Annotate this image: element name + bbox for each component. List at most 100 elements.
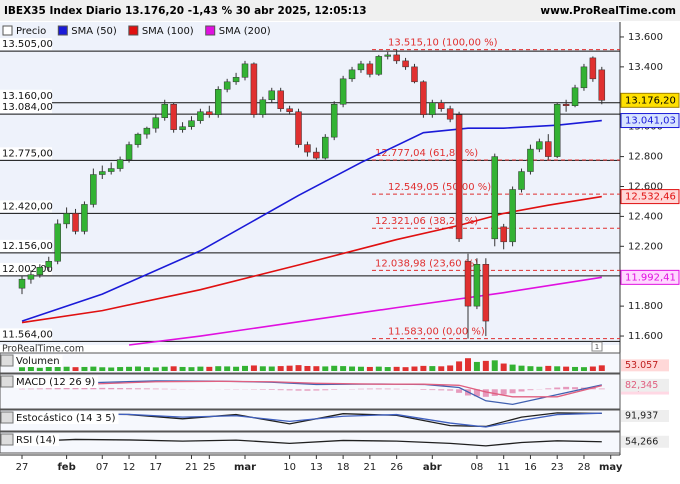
macd-bar bbox=[37, 388, 43, 389]
y-tick-label: 13.400 bbox=[628, 62, 663, 73]
volume-bar bbox=[81, 367, 87, 371]
x-tick-label: 07 bbox=[96, 462, 109, 473]
x-tick-label: abr bbox=[423, 462, 442, 473]
candle-body bbox=[46, 261, 52, 267]
macd-bar bbox=[153, 389, 159, 390]
x-tick-label: 21 bbox=[185, 462, 198, 473]
candle-body bbox=[19, 279, 25, 288]
level-label: 13.084,00 bbox=[2, 102, 53, 113]
volume-bar bbox=[19, 367, 25, 371]
macd-bar bbox=[438, 389, 444, 390]
candle-body bbox=[340, 79, 346, 104]
candle-body bbox=[581, 67, 587, 88]
volume-bar bbox=[278, 366, 284, 371]
candle-body bbox=[385, 55, 391, 56]
level-label: 13.160,00 bbox=[2, 91, 53, 102]
x-tick-label: 28 bbox=[578, 462, 591, 473]
macd-bar bbox=[162, 389, 168, 390]
candle-body bbox=[483, 264, 489, 321]
candle-body bbox=[224, 82, 230, 89]
candle-body bbox=[322, 137, 328, 158]
candle-body bbox=[304, 145, 310, 152]
candle-body bbox=[251, 64, 257, 115]
macd-bar bbox=[55, 388, 61, 389]
candle-body bbox=[349, 70, 355, 79]
volume-bar bbox=[349, 367, 355, 371]
volume-bar bbox=[438, 366, 444, 371]
volume-bar bbox=[251, 365, 257, 371]
level-label: 12.156,00 bbox=[2, 241, 53, 252]
candle-body bbox=[411, 67, 417, 82]
macd-bar bbox=[269, 389, 275, 390]
candle-body bbox=[269, 91, 275, 100]
volume-bar bbox=[144, 367, 150, 371]
volume-bar bbox=[233, 367, 239, 371]
candle-body bbox=[313, 152, 319, 158]
macd-bar bbox=[599, 389, 605, 390]
candle-body bbox=[108, 169, 114, 172]
candle-body bbox=[188, 121, 194, 127]
macd-bar bbox=[367, 389, 373, 390]
volume-bar bbox=[108, 367, 114, 371]
volume-bar bbox=[242, 366, 248, 371]
candle-body bbox=[456, 115, 462, 239]
x-tick-label: 12 bbox=[123, 462, 136, 473]
macd-bar bbox=[483, 389, 489, 397]
macd-bar bbox=[554, 388, 560, 390]
fib-label: 13.515,10 (100,00 %) bbox=[388, 38, 498, 49]
candle-body bbox=[465, 261, 471, 306]
x-tick-label: 13 bbox=[310, 462, 323, 473]
candle-body bbox=[376, 56, 382, 74]
level-label: 13.505,00 bbox=[2, 39, 53, 50]
volume-bar bbox=[527, 366, 533, 371]
y-tick-label: 11.600 bbox=[628, 331, 663, 342]
candle-body bbox=[358, 64, 364, 70]
volume-bar bbox=[536, 367, 542, 371]
legend-label: SMA (50) bbox=[71, 26, 117, 37]
candle-body bbox=[403, 61, 409, 67]
macd-bar bbox=[144, 388, 150, 389]
candle-body bbox=[572, 88, 578, 106]
x-tick-label: 10 bbox=[283, 462, 296, 473]
macd-bar bbox=[287, 389, 293, 390]
y-tick-label: 12.400 bbox=[628, 211, 663, 222]
volume-bar bbox=[545, 366, 551, 371]
macd-bar bbox=[117, 388, 123, 389]
volume-bar bbox=[171, 366, 177, 371]
candle-body bbox=[287, 109, 293, 112]
fib-label: 12.549,05 (50,00 %) bbox=[388, 182, 491, 193]
panel-last-label: 82,345 bbox=[625, 380, 658, 391]
candle-body bbox=[599, 70, 605, 100]
candle-body bbox=[420, 82, 426, 115]
volume-bar bbox=[385, 367, 391, 371]
volume-bar bbox=[46, 367, 52, 371]
volume-bar bbox=[394, 367, 400, 371]
panel-last-label: 91,937 bbox=[625, 411, 658, 422]
candle-body bbox=[527, 149, 533, 171]
macd-bar bbox=[260, 389, 266, 390]
volume-bar bbox=[465, 358, 471, 371]
x-tick-label: 11 bbox=[497, 462, 510, 473]
volume-bar bbox=[224, 366, 230, 371]
panel-name-bg bbox=[1, 355, 13, 366]
legend-swatch bbox=[206, 26, 215, 35]
legend-label: SMA (100) bbox=[142, 26, 194, 37]
fib-label: 12.321,06 (38,20 %) bbox=[375, 216, 478, 227]
macd-bar bbox=[313, 389, 319, 390]
volume-bar bbox=[581, 367, 587, 371]
macd-bar bbox=[278, 389, 284, 390]
candle-body bbox=[474, 264, 480, 306]
volume-bar bbox=[188, 367, 194, 371]
candle-body bbox=[510, 189, 516, 241]
x-tick-label: 25 bbox=[203, 462, 216, 473]
y-tick-label: 12.800 bbox=[628, 152, 663, 163]
level-label: 12.002,00 bbox=[2, 264, 53, 275]
macd-bar bbox=[456, 389, 462, 393]
candle-body bbox=[331, 104, 337, 137]
macd-bar bbox=[46, 388, 52, 389]
candle-body bbox=[144, 128, 150, 134]
volume-bar bbox=[197, 367, 203, 371]
candle-body bbox=[206, 112, 212, 115]
candle-body bbox=[162, 104, 168, 117]
